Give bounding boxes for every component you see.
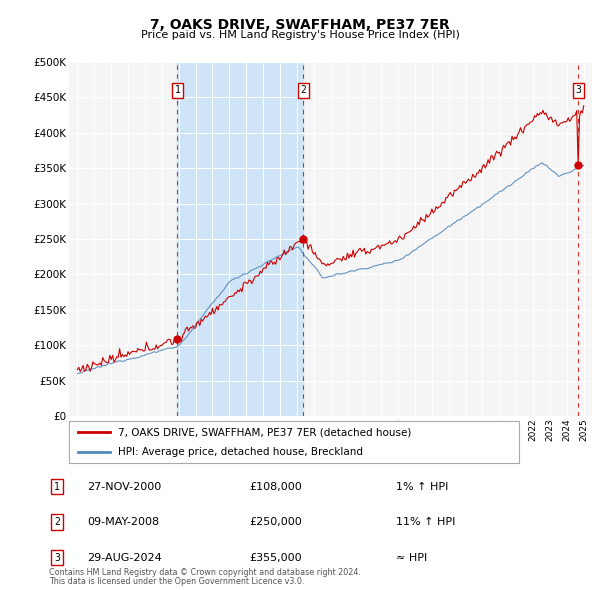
Text: 29-AUG-2024: 29-AUG-2024 (87, 553, 162, 562)
Text: 11% ↑ HPI: 11% ↑ HPI (396, 517, 455, 527)
Text: 3: 3 (54, 553, 60, 562)
Text: 2: 2 (54, 517, 60, 527)
Text: 2: 2 (300, 86, 306, 95)
Text: £250,000: £250,000 (249, 517, 302, 527)
Text: 1: 1 (54, 482, 60, 491)
Text: 27-NOV-2000: 27-NOV-2000 (87, 482, 161, 491)
Text: £108,000: £108,000 (249, 482, 302, 491)
Text: 09-MAY-2008: 09-MAY-2008 (87, 517, 159, 527)
Text: 1% ↑ HPI: 1% ↑ HPI (396, 482, 448, 491)
Text: £355,000: £355,000 (249, 553, 302, 562)
Text: 7, OAKS DRIVE, SWAFFHAM, PE37 7ER (detached house): 7, OAKS DRIVE, SWAFFHAM, PE37 7ER (detac… (119, 427, 412, 437)
Text: Price paid vs. HM Land Registry's House Price Index (HPI): Price paid vs. HM Land Registry's House … (140, 30, 460, 40)
Text: HPI: Average price, detached house, Breckland: HPI: Average price, detached house, Brec… (119, 447, 364, 457)
Bar (178, 62, 303, 416)
Text: Contains HM Land Registry data © Crown copyright and database right 2024.: Contains HM Land Registry data © Crown c… (49, 568, 361, 577)
Text: 7, OAKS DRIVE, SWAFFHAM, PE37 7ER: 7, OAKS DRIVE, SWAFFHAM, PE37 7ER (150, 18, 450, 32)
Text: 1: 1 (175, 86, 180, 95)
Text: ≈ HPI: ≈ HPI (396, 553, 427, 562)
Text: 3: 3 (575, 86, 581, 95)
Text: This data is licensed under the Open Government Licence v3.0.: This data is licensed under the Open Gov… (49, 578, 305, 586)
